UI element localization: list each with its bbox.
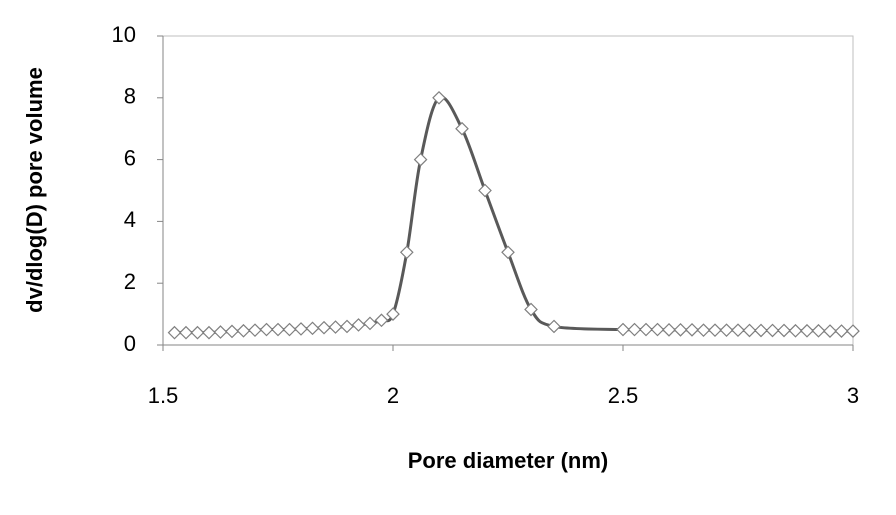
data-point [317,320,331,335]
data-point [742,323,757,338]
y-tick-label: 8 [124,84,136,109]
data-point [616,322,630,337]
data-point [834,324,849,338]
data-point [788,323,803,338]
data-point [811,323,826,338]
data-point [673,323,688,337]
data-point [478,183,492,198]
data-point [202,325,216,340]
y-tick-label: 0 [124,331,136,356]
data-point [179,325,193,340]
data-point [846,324,860,338]
data-point [282,322,297,337]
data-point [662,323,676,337]
data-point [294,322,308,336]
data-point [328,320,343,334]
x-tick-label: 1.5 [148,383,179,408]
data-point [455,121,469,136]
data-point [225,324,239,339]
data-point [708,323,722,338]
data-point [305,321,320,336]
data-point [271,322,285,337]
data-point [432,90,446,105]
data-point [547,319,561,334]
data-point [167,325,182,340]
data-point [823,324,837,338]
data-point [413,152,428,167]
series-line [174,95,853,335]
data-point [719,323,734,338]
y-tick-label: 10 [112,22,136,47]
data-point [351,318,366,332]
data-point [386,307,400,321]
data-point [777,323,791,338]
data-point [650,322,665,337]
data-point [248,323,262,338]
data-point [259,322,274,337]
data-point [190,325,205,340]
data-point [639,322,653,337]
plot-frame [162,35,854,346]
data-point [213,325,228,339]
x-tick-label: 3 [847,383,859,408]
data-point [340,319,354,334]
data-point [800,323,814,338]
data-point [627,322,642,337]
data-point [685,323,699,337]
data-point [731,323,745,338]
y-axis-title: dv/dlog(D) pore volume [22,67,47,313]
data-point [374,313,389,328]
data-point [754,323,768,338]
data-point [363,316,377,331]
data-point [501,245,515,260]
data-point [696,323,711,338]
data-point [399,245,414,260]
x-tick-label: 2.5 [608,383,639,408]
y-tick-label: 2 [124,269,136,294]
x-axis-title: Pore diameter (nm) [408,448,609,473]
data-point [236,323,251,338]
data-point [524,302,538,317]
y-tick-label: 6 [124,145,136,170]
data-point [765,323,780,338]
y-tick-label: 4 [124,207,136,232]
x-tick-label: 2 [387,383,399,408]
